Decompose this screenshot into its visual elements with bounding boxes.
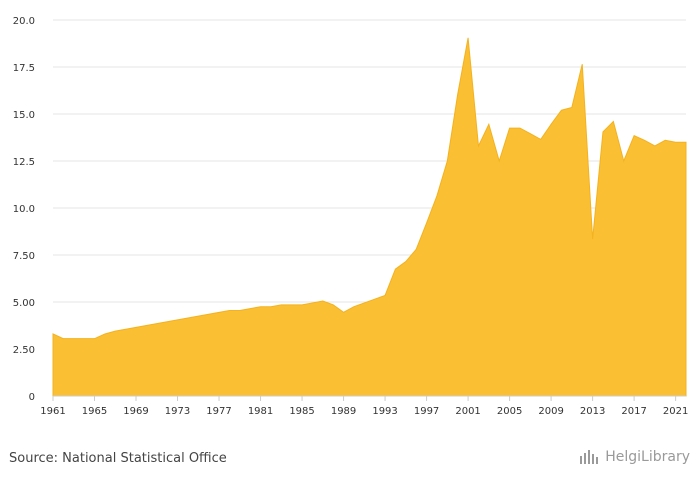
x-tick-label: 2021 xyxy=(663,406,688,417)
y-tick-label: 17.5 xyxy=(13,63,35,74)
x-tick-label: 1965 xyxy=(82,406,107,417)
x-tick-label: 1993 xyxy=(372,406,397,417)
x-tick-label: 1961 xyxy=(40,406,65,417)
y-tick-label: 10.0 xyxy=(13,204,35,215)
source-note: Source: National Statistical Office xyxy=(9,451,227,466)
y-tick-label: 2.50 xyxy=(13,345,35,356)
x-tick-label: 2009 xyxy=(538,406,563,417)
y-tick-label: 7.50 xyxy=(13,251,35,262)
x-tick-label: 2001 xyxy=(455,406,480,417)
y-tick-label: 15.0 xyxy=(13,110,35,121)
x-tick-label: 1969 xyxy=(123,406,148,417)
x-tick-label: 1981 xyxy=(248,406,273,417)
brand-name: HelgiLibrary xyxy=(605,449,690,465)
y-tick-label: 5.00 xyxy=(13,298,35,309)
y-tick-label: 0 xyxy=(29,392,35,403)
x-tick-label: 2017 xyxy=(621,406,646,417)
area-fill xyxy=(52,37,687,397)
x-tick-label: 1973 xyxy=(165,406,190,417)
y-axis: 0 2.50 5.00 7.50 10.0 12.5 15.0 17.5 20.0 xyxy=(13,16,35,403)
x-axis: 1961 1965 1969 1973 1977 1981 1985 1989 1993 1997… xyxy=(40,395,688,417)
y-tick-label: 20.0 xyxy=(13,16,35,27)
x-tick-label: 1977 xyxy=(206,406,231,417)
y-tick-label: 12.5 xyxy=(13,157,35,168)
brand-logo: HelgiLibrary xyxy=(579,449,690,465)
x-tick-label: 1985 xyxy=(289,406,314,417)
x-tick-label: 1989 xyxy=(331,406,356,417)
x-tick-label: 2013 xyxy=(580,406,605,417)
library-icon xyxy=(580,450,599,464)
area-series xyxy=(52,37,687,397)
x-tick-label: 1997 xyxy=(414,406,439,417)
x-tick-label: 2005 xyxy=(497,406,522,417)
